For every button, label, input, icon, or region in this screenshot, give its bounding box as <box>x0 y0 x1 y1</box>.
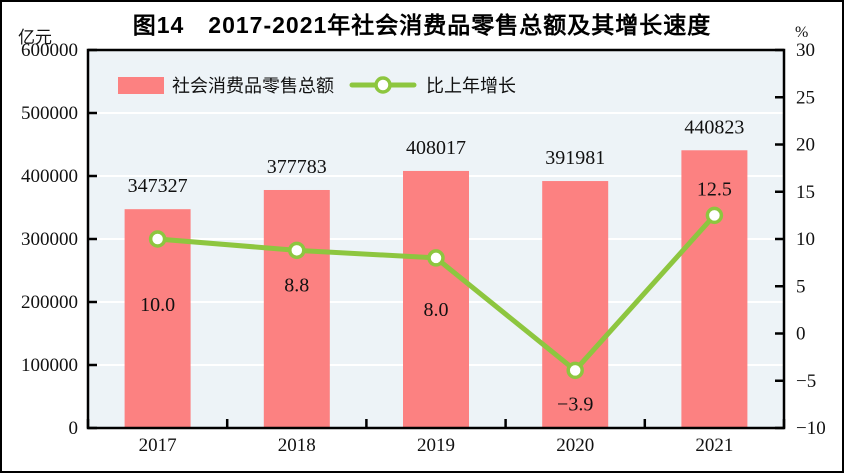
left-tick-label: 100000 <box>21 355 78 376</box>
line-value-label: 10.0 <box>140 294 175 316</box>
line-marker <box>427 249 445 267</box>
x-axis-label: 2017 <box>139 435 177 456</box>
line-marker <box>705 206 724 225</box>
right-tick-label: 15 <box>796 182 815 203</box>
legend-bar-swatch <box>118 77 164 94</box>
line-marker <box>566 361 584 380</box>
line-marker <box>148 230 167 248</box>
legend-bar-label: 社会消费品零售总额 <box>172 76 334 96</box>
chart-title: 图14 2017-2021年社会消费品零售总额及其增长速度 <box>132 12 712 38</box>
right-tick-label: 10 <box>796 229 815 250</box>
right-tick-label: 30 <box>796 40 815 61</box>
bar-value-label: 440823 <box>684 116 744 138</box>
bar-2020 <box>542 181 609 428</box>
legend-line-marker-icon <box>374 76 392 94</box>
plot-border <box>86 48 786 430</box>
right-tick-label: −10 <box>796 418 826 439</box>
left-tick-label: 0 <box>69 418 79 439</box>
bar-2018 <box>263 189 330 428</box>
right-tick-label: −5 <box>796 371 816 392</box>
line-marker <box>288 241 306 260</box>
line-value-label: 12.5 <box>697 178 732 200</box>
right-tick-label: 5 <box>796 276 806 297</box>
left-tick-label: 500000 <box>21 103 78 124</box>
bar-value-label: 377783 <box>267 156 327 178</box>
left-tick-label: 600000 <box>21 40 78 61</box>
right-tick-label: 20 <box>796 135 815 156</box>
bar-2019 <box>403 170 469 429</box>
line-value-label: 8.8 <box>284 274 309 296</box>
bar-2021 <box>681 150 748 429</box>
left-tick-label: 200000 <box>21 292 78 313</box>
bar-value-label: 391981 <box>545 147 605 169</box>
bar-value-label: 408017 <box>406 137 466 159</box>
left-tick-label: 400000 <box>21 166 78 187</box>
right-tick-label: 25 <box>796 87 815 108</box>
right-tick-label: 0 <box>796 324 806 345</box>
legend-line-label: 比上年增长 <box>426 76 516 96</box>
x-axis-label: 2021 <box>695 435 733 456</box>
legend <box>118 76 417 94</box>
x-axis-label: 2018 <box>278 435 316 456</box>
x-axis-label: 2020 <box>556 435 594 456</box>
line-value-label: −3.9 <box>557 393 593 415</box>
right-axis-unit: % <box>795 24 809 41</box>
line-value-label: 8.0 <box>424 299 449 321</box>
bar-value-label: 347327 <box>128 175 188 197</box>
left-tick-label: 300000 <box>21 229 78 250</box>
left-axis-unit: 亿元 <box>18 28 52 47</box>
x-axis-label: 2019 <box>417 435 455 456</box>
